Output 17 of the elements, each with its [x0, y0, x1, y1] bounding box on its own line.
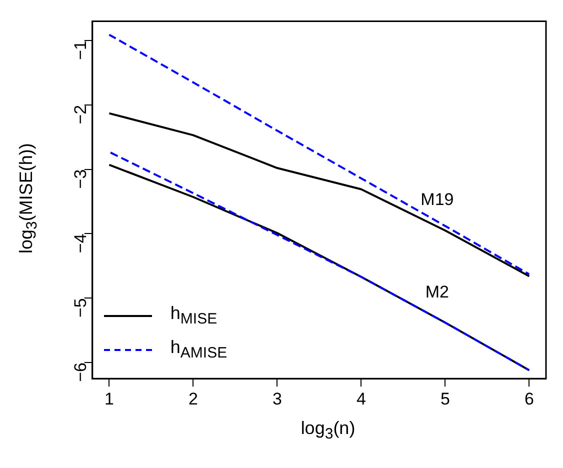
annotation: M19 [420, 190, 454, 210]
x-tick-label: 4 [356, 389, 366, 408]
x-axis-title: log$_{3}$(n) [300, 418, 356, 443]
annotation: M2 [425, 282, 450, 302]
x-tick-label: 1 [104, 389, 114, 408]
y-tick-label: −5 [71, 298, 90, 318]
y-tick-label: −6 [71, 362, 90, 382]
y-tick-label: −2 [71, 104, 90, 124]
legend-label: h$_{AMISE}$ [170, 337, 228, 362]
y-tick-label: −3 [71, 169, 90, 189]
y-tick-label: −1 [71, 40, 90, 60]
x-tick-label: 6 [524, 389, 534, 408]
x-tick-label: 5 [440, 389, 450, 408]
legend-label: h$_{MISE}$ [170, 303, 218, 328]
x-tick-label: 2 [188, 389, 198, 408]
y-tick-label: −4 [71, 234, 90, 254]
x-tick-label: 3 [272, 389, 282, 408]
